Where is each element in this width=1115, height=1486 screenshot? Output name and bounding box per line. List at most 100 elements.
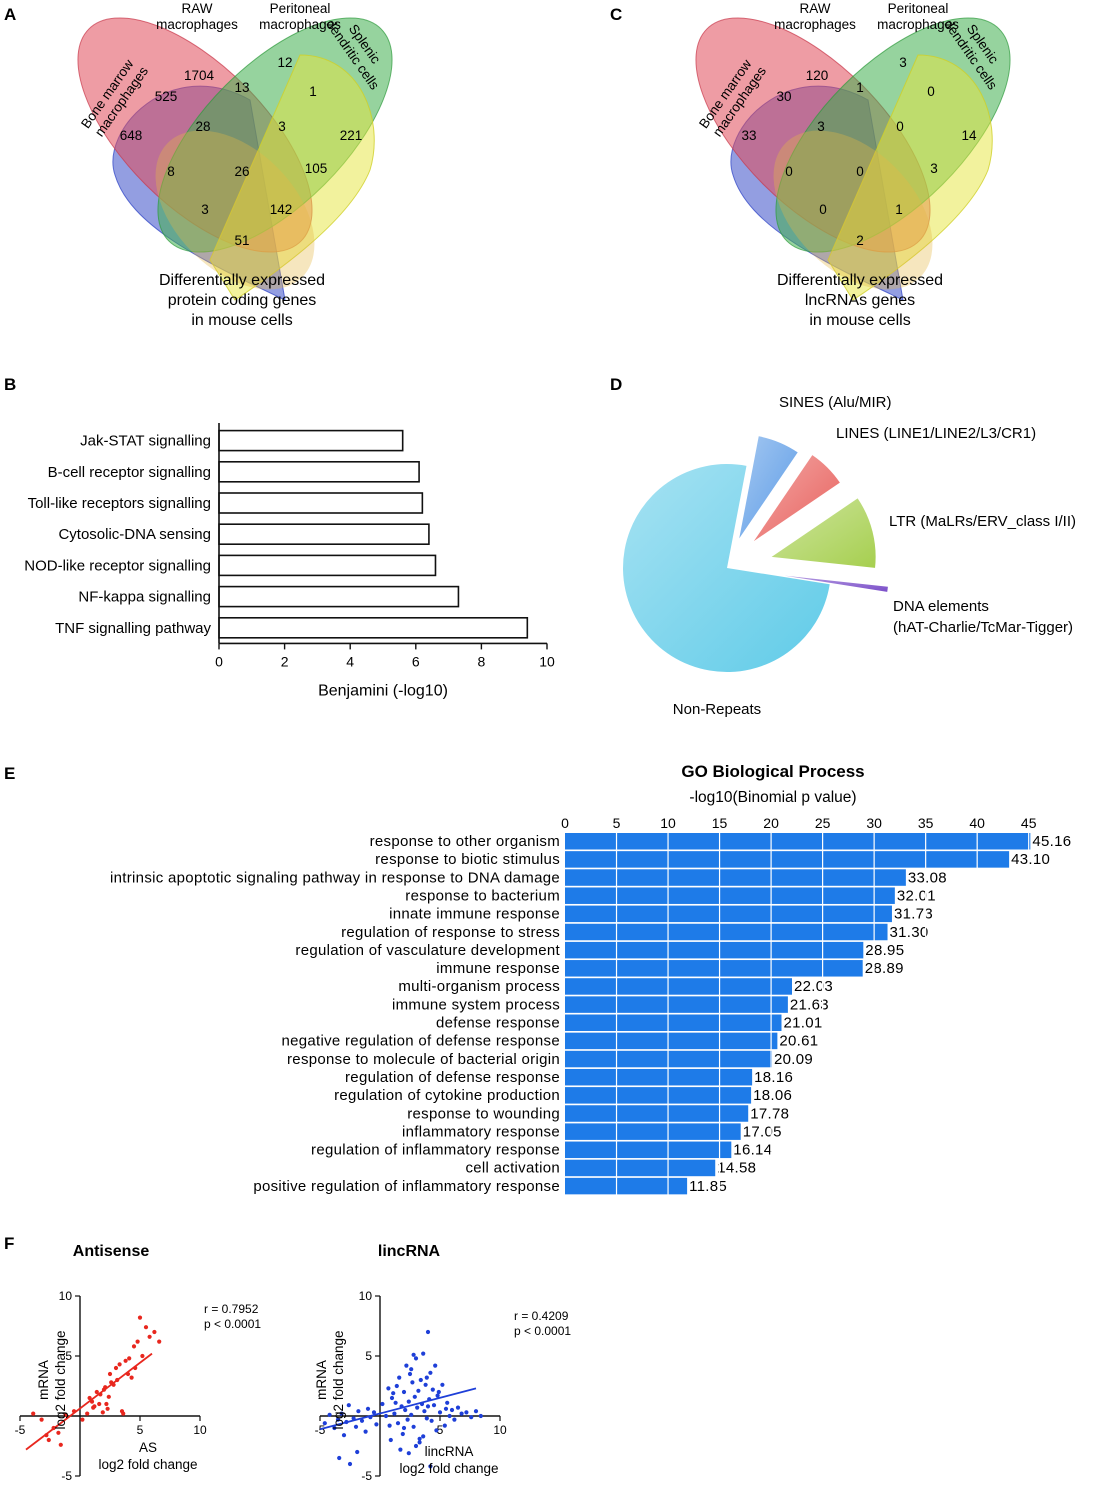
scatter-point bbox=[129, 1375, 134, 1380]
scatter-point bbox=[424, 1375, 429, 1380]
pie-slice bbox=[784, 575, 888, 592]
venn-a-raw-peritoneal: 13 bbox=[234, 80, 249, 95]
venn-label-peritoneal-2: macrophages bbox=[877, 17, 959, 32]
kegg-bar bbox=[218, 585, 460, 608]
kegg-bar-chart: Jak-STAT signalling B-cell receptor signa… bbox=[24, 423, 555, 699]
venn-c-bm-peritoneal-splenic: 0 bbox=[819, 202, 827, 217]
go-bar bbox=[565, 1105, 749, 1122]
scatter-point bbox=[430, 1387, 435, 1392]
kegg-category-label: Cytosolic-DNA sensing bbox=[58, 526, 211, 543]
scatter-regression-line bbox=[25, 1352, 153, 1451]
go-bar bbox=[565, 887, 895, 904]
scatter-point bbox=[63, 1412, 68, 1417]
scatter-point bbox=[424, 1416, 429, 1421]
scatter-point bbox=[416, 1388, 421, 1393]
go-value-label: 31.73 bbox=[894, 906, 933, 923]
venn-c-peritoneal-only: 3 bbox=[899, 55, 907, 70]
venn-a-bm-peritoneal-splenic: 3 bbox=[201, 202, 209, 217]
kegg-bar bbox=[218, 554, 437, 577]
pie-label-dna-2: (hAT-Charlie/TcMar-Tigger) bbox=[893, 619, 1073, 636]
scatter-point bbox=[327, 1412, 332, 1417]
scatter-point bbox=[464, 1410, 469, 1415]
scatter-y-tick-label: -5 bbox=[361, 1469, 372, 1483]
scatter-point bbox=[127, 1356, 132, 1361]
scatter-point bbox=[105, 1406, 110, 1411]
go-value-label: 18.16 bbox=[754, 1069, 793, 1086]
go-x-tick-label: 0 bbox=[561, 815, 569, 831]
go-value-label: 17.78 bbox=[750, 1105, 789, 1122]
venn-label-raw-2: macrophages bbox=[774, 17, 856, 32]
kegg-bar bbox=[218, 616, 529, 639]
scatter-point bbox=[46, 1437, 51, 1443]
scatter-x-label-1: AS bbox=[139, 1440, 157, 1455]
scatter-point bbox=[359, 1418, 365, 1423]
kegg-category-label: Jak-STAT signalling bbox=[80, 433, 211, 450]
scatter-point bbox=[418, 1377, 423, 1383]
scatter-point bbox=[335, 1417, 341, 1422]
scatter-stat-p: p < 0.0001 bbox=[514, 1324, 571, 1338]
scatter-y-label-1: mRNA bbox=[36, 1360, 51, 1400]
scatter-point bbox=[447, 1413, 452, 1419]
venn-c-peritoneal-splenic: 0 bbox=[927, 84, 935, 99]
pie-slice bbox=[739, 436, 798, 539]
go-value-label: 31.30 bbox=[890, 924, 929, 941]
scatter-point bbox=[374, 1422, 379, 1427]
panel-letter-c: C bbox=[610, 5, 622, 24]
scatter-y-label-2: log2 fold change bbox=[331, 1330, 346, 1429]
go-bar bbox=[565, 905, 892, 923]
scatter-stat-r: r = 0.7952 bbox=[204, 1302, 259, 1316]
scatter-x-tick-label: -5 bbox=[315, 1423, 326, 1437]
kegg-x-tick-label: 2 bbox=[281, 653, 289, 669]
scatter-title: Antisense bbox=[73, 1243, 150, 1260]
scatter-x-tick-label: -5 bbox=[15, 1423, 26, 1437]
go-value-label: 20.61 bbox=[779, 1033, 818, 1050]
go-term-label: multi-organism process bbox=[398, 978, 560, 995]
scatter-point bbox=[445, 1400, 450, 1405]
scatter-point bbox=[440, 1382, 445, 1387]
scatter-point bbox=[422, 1409, 427, 1414]
scatter-point bbox=[393, 1400, 398, 1405]
scatter-point bbox=[449, 1407, 455, 1413]
kegg-x-tick-label: 4 bbox=[346, 653, 354, 669]
scatter-point bbox=[452, 1417, 457, 1422]
go-value-label: 32.01 bbox=[897, 887, 936, 904]
go-chart-title: GO Biological Process bbox=[681, 762, 864, 781]
scatter-x-tick-label: 5 bbox=[137, 1423, 144, 1437]
scatter-point bbox=[429, 1418, 434, 1423]
go-bar bbox=[565, 923, 888, 941]
go-value-label: 18.06 bbox=[753, 1087, 792, 1104]
scatter-point bbox=[56, 1430, 61, 1435]
scatter-point bbox=[407, 1371, 413, 1377]
venn-c-raw-splenic: 3 bbox=[930, 161, 938, 176]
go-value-label: 20.09 bbox=[774, 1051, 813, 1068]
go-value-label: 28.89 bbox=[865, 960, 904, 977]
venn-a-all-four: 26 bbox=[234, 164, 249, 179]
scatter-point bbox=[437, 1410, 443, 1415]
scatter-point bbox=[401, 1425, 407, 1431]
scatter-point bbox=[332, 1425, 337, 1431]
kegg-bar bbox=[218, 429, 404, 452]
scatter-point bbox=[356, 1409, 361, 1414]
kegg-x-axis-title: Benjamini (-log10) bbox=[318, 682, 448, 699]
venn-shape-splenic bbox=[827, 54, 993, 301]
scatter-point bbox=[442, 1423, 447, 1428]
scatter-point bbox=[401, 1389, 407, 1395]
venn-c-all-four: 0 bbox=[856, 164, 864, 179]
scatter-point bbox=[346, 1403, 351, 1408]
go-value-label: 21.01 bbox=[783, 1015, 822, 1032]
scatter-point bbox=[123, 1358, 128, 1363]
kegg-bar bbox=[218, 460, 420, 483]
scatter-point bbox=[31, 1411, 36, 1416]
scatter-x-tick-label: 10 bbox=[193, 1423, 207, 1437]
scatter-point bbox=[423, 1382, 428, 1387]
kegg-category-label: B-cell receptor signalling bbox=[48, 464, 211, 481]
scatter-point bbox=[363, 1429, 368, 1434]
scatter-y-label: mRNA log2 fold change bbox=[36, 1330, 68, 1429]
scatter-point bbox=[383, 1413, 389, 1419]
venn-a-peritoneal-only: 12 bbox=[277, 55, 292, 70]
go-x-tick-label: 35 bbox=[918, 815, 934, 831]
scatter-y-label: mRNA log2 fold change bbox=[314, 1330, 346, 1429]
venn-shape-core bbox=[155, 130, 315, 290]
scatter-point bbox=[431, 1403, 437, 1408]
panel-letter-e: E bbox=[4, 764, 15, 783]
